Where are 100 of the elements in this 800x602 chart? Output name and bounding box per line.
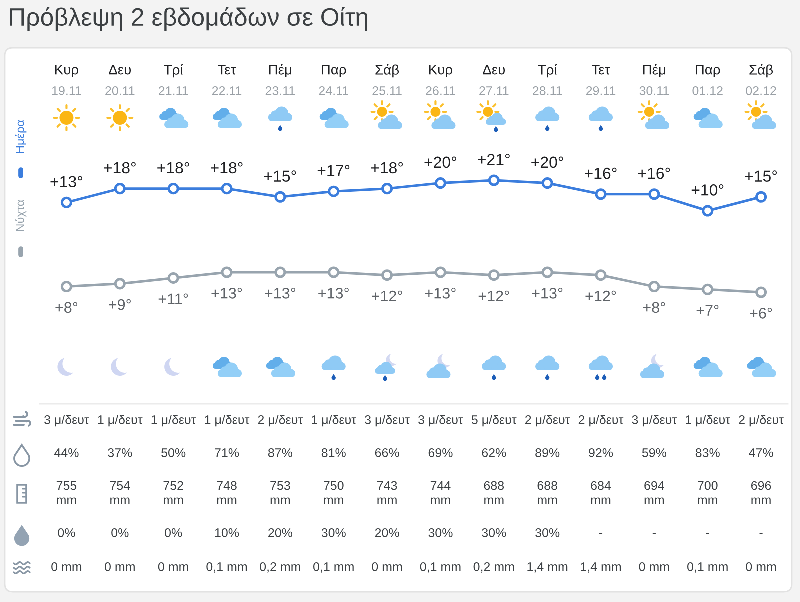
- point: [648, 281, 660, 293]
- point: [114, 183, 126, 195]
- text: 0%: [58, 528, 76, 538]
- text: 1,4 mm: [581, 562, 622, 573]
- text: 71%: [215, 448, 240, 458]
- data-label: +12°: [478, 290, 510, 302]
- text: 62%: [482, 448, 506, 458]
- x-tick-label: Παρ 01.12: [692, 65, 723, 96]
- text: 753 mm: [270, 481, 290, 504]
- text: 752 mm: [164, 481, 184, 504]
- data-label: +20°: [424, 156, 456, 168]
- x-tick-label: Τρί 28.11: [533, 64, 562, 96]
- data-label: +18°: [211, 162, 243, 174]
- point: [274, 191, 286, 203]
- text: 50%: [162, 448, 186, 458]
- text: 0,2 mm: [260, 562, 300, 573]
- point: [434, 178, 446, 190]
- x-tick-label: Σάβ 02.12: [746, 64, 776, 96]
- text: 3 μ/δευτ: [365, 415, 410, 427]
- point: [595, 270, 607, 282]
- x-tick-label: Πέμ 23.11: [266, 64, 295, 96]
- text: 3 μ/δευτ: [418, 415, 464, 427]
- point: [702, 284, 714, 296]
- text: 83%: [696, 448, 720, 458]
- data-label: +18°: [104, 162, 136, 174]
- x-tick-label: Τρί 21.11: [159, 64, 188, 96]
- data-label: +11°: [158, 294, 188, 304]
- text: 87%: [268, 448, 292, 458]
- data-label: +12°: [586, 290, 616, 302]
- x-tick-label: Δευ 20.11: [106, 65, 135, 96]
- text: 2 μ/δευτ: [739, 415, 784, 427]
- text: 755 mm: [56, 481, 77, 504]
- text: -: [599, 533, 603, 534]
- point: [221, 266, 233, 278]
- text: -: [706, 533, 710, 534]
- point: [328, 266, 340, 278]
- text: 0%: [112, 528, 129, 538]
- text: -: [652, 533, 656, 534]
- data-label: +17°: [318, 165, 350, 176]
- text: 89%: [536, 448, 560, 458]
- text: -: [760, 533, 763, 534]
- point: [221, 183, 233, 195]
- x-tick-label: Τετ 29.11: [586, 65, 616, 96]
- text: 688 mm: [484, 481, 504, 504]
- text: 0%: [165, 528, 182, 538]
- point: [382, 270, 394, 282]
- text: 20%: [268, 528, 292, 538]
- x-tick-label: Πέμ 30.11: [640, 64, 669, 96]
- data-label: +13°: [318, 288, 349, 299]
- x-tick-label: Δευ 27.11: [480, 65, 509, 96]
- text: 0 mm: [52, 562, 82, 572]
- text: 10%: [215, 528, 240, 538]
- text: 700 mm: [698, 481, 718, 504]
- data-label: +12°: [372, 290, 402, 302]
- text: 30%: [482, 528, 506, 538]
- text: 1 μ/δευτ: [205, 415, 250, 427]
- text: 44%: [54, 448, 79, 458]
- point: [168, 183, 180, 195]
- point: [168, 272, 180, 284]
- text: 37%: [108, 448, 132, 458]
- text: 743 mm: [378, 481, 398, 504]
- data-label: +13°: [212, 288, 242, 299]
- text: 92%: [589, 448, 614, 458]
- text: 0,1 mm: [420, 562, 461, 573]
- point: [328, 186, 340, 198]
- text: 694 mm: [644, 481, 664, 504]
- text: 1 μ/δευτ: [152, 415, 196, 427]
- text: 696 mm: [751, 481, 772, 504]
- chart-title: Πρόβλεψη 2 εβδομάδων σε Οίτη: [10, 6, 368, 32]
- text: 30%: [536, 528, 560, 538]
- text: 748 mm: [217, 481, 237, 504]
- text: 0 mm: [158, 562, 188, 572]
- x-tick-label: Κυρ 19.11: [52, 65, 82, 96]
- text: 69%: [428, 448, 453, 458]
- text: 1 μ/δευτ: [686, 415, 730, 427]
- text: 3 μ/δευτ: [632, 415, 678, 427]
- point: [756, 286, 768, 298]
- text: 20%: [375, 528, 400, 538]
- data-label: +8°: [643, 302, 666, 314]
- text: 30%: [428, 528, 453, 538]
- data-label: +9°: [109, 299, 131, 310]
- point: [702, 205, 714, 217]
- point: [382, 183, 394, 195]
- data-label: +13°: [265, 288, 296, 299]
- text: 81%: [322, 448, 346, 458]
- data-label: +7°: [696, 305, 719, 316]
- text: 0 mm: [372, 562, 402, 572]
- text: 1 μ/δευτ: [98, 415, 143, 427]
- x-tick-label: Τετ 22.11: [212, 65, 242, 96]
- data-label: +8°: [56, 302, 78, 314]
- point: [488, 270, 500, 282]
- point: [488, 174, 500, 186]
- text: 0 mm: [746, 562, 776, 572]
- text: 5 μ/δευτ: [472, 415, 517, 427]
- text: 1,4 mm: [528, 562, 568, 573]
- data-label: +20°: [532, 156, 564, 168]
- text: 688 mm: [538, 481, 558, 504]
- text: 59%: [642, 448, 666, 458]
- text: 30%: [322, 528, 346, 538]
- text: 0 mm: [105, 562, 135, 572]
